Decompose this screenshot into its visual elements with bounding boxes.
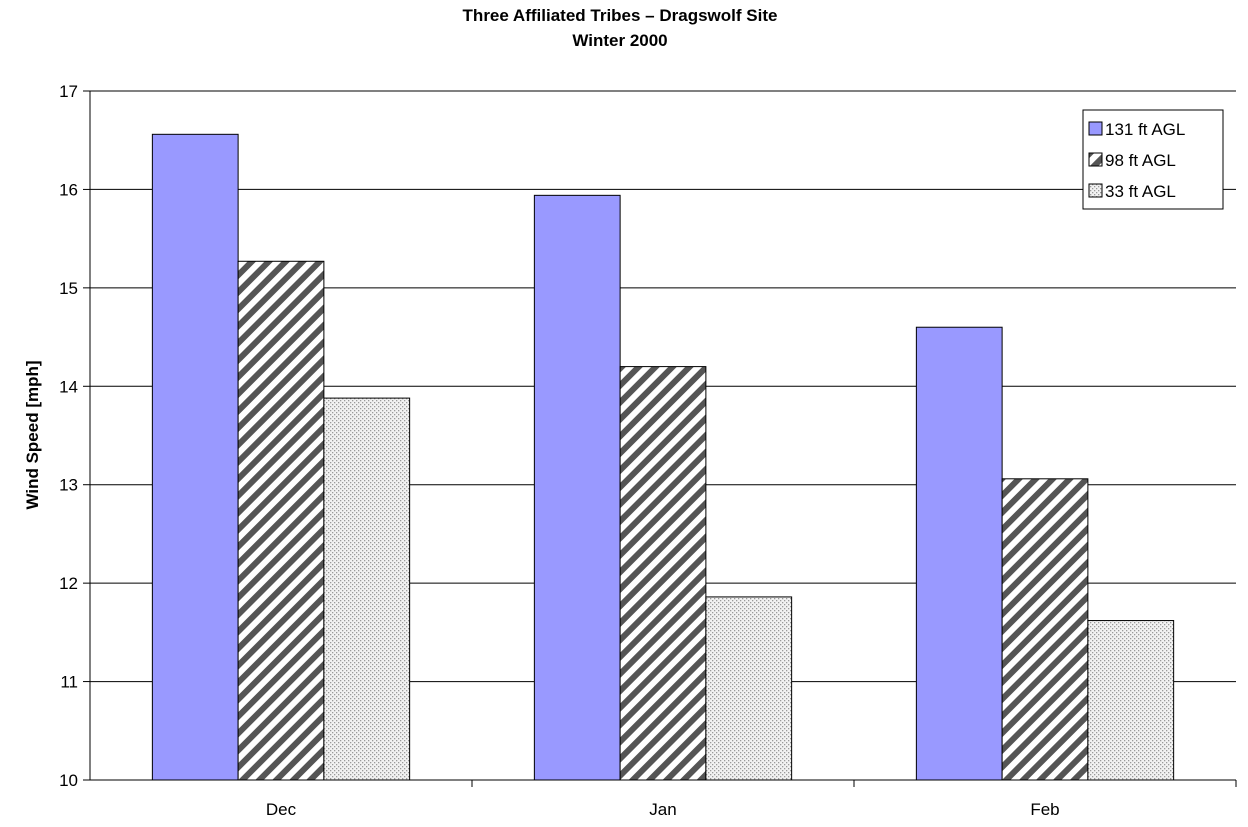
legend-swatch — [1088, 183, 1103, 198]
legend: 131 ft AGL 98 ft AGL 33 ft AGL — [1082, 109, 1224, 210]
legend-label: 98 ft AGL — [1105, 151, 1176, 170]
y-tick-label: 12 — [59, 574, 78, 593]
bar-dec-series-1 — [151, 133, 239, 781]
y-tick-label: 16 — [59, 180, 78, 199]
bar-dec-series-2 — [237, 260, 325, 781]
bar-feb-series-1 — [915, 326, 1003, 781]
y-tick-label: 14 — [59, 377, 78, 396]
legend-label: 33 ft AGL — [1105, 182, 1176, 201]
y-tick-label: 11 — [60, 673, 78, 692]
x-tick-label: Jan — [649, 800, 676, 819]
y-tick-label: 10 — [59, 771, 78, 790]
legend-label: 131 ft AGL — [1105, 120, 1185, 139]
y-axis-title: Wind Speed [mph] — [23, 360, 42, 509]
y-tick-label: 17 — [59, 82, 78, 101]
y-tick-label: 15 — [59, 279, 78, 298]
y-tick-label: 13 — [59, 476, 78, 495]
bar-feb-series-2 — [1001, 478, 1089, 781]
legend-box — [1082, 109, 1224, 210]
legend-swatch — [1088, 121, 1103, 136]
axes: 10 11 12 13 14 15 16 17 Dec Jan Feb — [59, 82, 1237, 819]
chart-subtitle: Winter 2000 — [572, 31, 667, 50]
x-tick-label: Dec — [266, 800, 297, 819]
bar-jan-series-3 — [705, 596, 793, 781]
bar-jan-series-2 — [619, 366, 707, 781]
bar-feb-series-3 — [1087, 620, 1175, 781]
bar-jan-series-1 — [533, 194, 621, 781]
bars — [151, 133, 1175, 781]
bar-dec-series-3 — [323, 397, 411, 781]
chart-title: Three Affiliated Tribes – Dragswolf Site — [463, 6, 778, 25]
legend-swatch — [1088, 152, 1103, 167]
x-tick-label: Feb — [1030, 800, 1059, 819]
